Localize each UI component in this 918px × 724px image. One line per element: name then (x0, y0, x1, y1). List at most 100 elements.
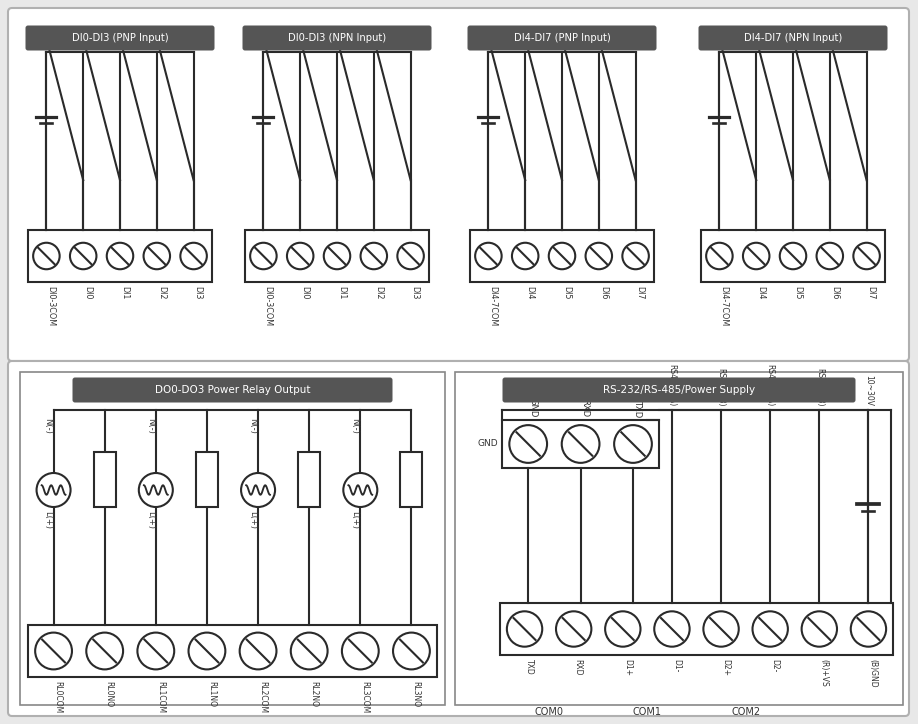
Text: TXD: TXD (633, 400, 642, 417)
Text: RL0COM: RL0COM (53, 681, 62, 713)
Circle shape (287, 243, 313, 269)
Circle shape (361, 243, 387, 269)
Text: DI0-DI3 (NPN Input): DI0-DI3 (NPN Input) (288, 33, 386, 43)
Text: RL2COM: RL2COM (258, 681, 267, 713)
Circle shape (138, 633, 174, 670)
Circle shape (240, 633, 276, 670)
Circle shape (655, 611, 689, 647)
Bar (502, 420, 659, 468)
Circle shape (556, 611, 591, 647)
Bar (455, 372, 903, 705)
Text: DI5: DI5 (562, 286, 571, 300)
Text: L(+): L(+) (146, 511, 155, 529)
Text: DI1: DI1 (120, 286, 129, 300)
Text: COM1: COM1 (633, 707, 662, 717)
Text: GND: GND (477, 439, 498, 448)
Text: D2+: D2+ (721, 659, 730, 676)
Text: D2-: D2- (770, 659, 779, 673)
Text: RS485+(A): RS485+(A) (766, 363, 775, 406)
Text: DI7: DI7 (867, 286, 876, 300)
Text: N(-): N(-) (146, 418, 155, 434)
Text: N(-): N(-) (351, 418, 359, 434)
Text: DI4-DI7 (NPN Input): DI4-DI7 (NPN Input) (744, 33, 842, 43)
Circle shape (70, 243, 96, 269)
Circle shape (393, 633, 430, 670)
Text: (B)GND: (B)GND (868, 659, 878, 688)
Circle shape (801, 611, 837, 647)
Circle shape (549, 243, 576, 269)
Circle shape (753, 611, 788, 647)
Text: RL3NO: RL3NO (411, 681, 420, 707)
Text: DI3: DI3 (194, 286, 203, 300)
Text: RXD: RXD (580, 399, 589, 417)
FancyBboxPatch shape (73, 377, 393, 403)
Bar (196, 452, 218, 507)
Text: DI0: DI0 (300, 286, 309, 300)
Text: DI1: DI1 (337, 286, 346, 300)
Bar (245, 230, 429, 282)
Text: RXD: RXD (574, 659, 583, 675)
Circle shape (35, 633, 72, 670)
Circle shape (143, 243, 170, 269)
Circle shape (703, 611, 739, 647)
Circle shape (343, 473, 377, 507)
Text: DI2: DI2 (157, 286, 166, 300)
FancyBboxPatch shape (502, 377, 856, 403)
Text: (R)+VS: (R)+VS (819, 659, 828, 687)
Circle shape (86, 633, 123, 670)
FancyBboxPatch shape (242, 25, 431, 51)
Text: DI6: DI6 (599, 286, 608, 300)
Circle shape (605, 611, 641, 647)
Text: DI4-DI7 (PNP Input): DI4-DI7 (PNP Input) (514, 33, 610, 43)
FancyBboxPatch shape (699, 25, 888, 51)
Bar (400, 452, 422, 507)
Text: DI6: DI6 (830, 286, 839, 300)
Circle shape (614, 425, 652, 463)
Text: DI0-3COM: DI0-3COM (47, 286, 55, 326)
Text: DI5: DI5 (793, 286, 802, 300)
Text: L(+): L(+) (248, 511, 257, 529)
Text: RS485-(B): RS485-(B) (815, 368, 823, 406)
Text: DO0-DO3 Power Relay Output: DO0-DO3 Power Relay Output (155, 385, 310, 395)
Circle shape (622, 243, 649, 269)
Text: COM0: COM0 (534, 707, 564, 717)
Bar (470, 230, 654, 282)
Bar (28, 625, 437, 677)
Text: GND: GND (528, 397, 537, 417)
Bar (28, 230, 212, 282)
Text: DI7: DI7 (635, 286, 644, 300)
Circle shape (476, 243, 501, 269)
Circle shape (324, 243, 351, 269)
Bar (20, 372, 445, 705)
Text: 10~30V: 10~30V (864, 375, 873, 406)
Circle shape (586, 243, 612, 269)
Circle shape (250, 243, 276, 269)
Text: DI0-DI3 (PNP Input): DI0-DI3 (PNP Input) (72, 33, 168, 43)
Text: COM2: COM2 (731, 707, 760, 717)
Circle shape (241, 473, 275, 507)
Circle shape (188, 633, 225, 670)
Text: L(+): L(+) (351, 511, 359, 529)
Bar (94, 452, 116, 507)
Circle shape (341, 633, 379, 670)
Circle shape (743, 243, 769, 269)
Text: RL3COM: RL3COM (360, 681, 369, 713)
Bar (500, 603, 893, 655)
Text: DI4: DI4 (525, 286, 534, 300)
Circle shape (106, 243, 133, 269)
Text: RS485-(B): RS485-(B) (717, 368, 725, 406)
Circle shape (33, 243, 60, 269)
FancyBboxPatch shape (26, 25, 215, 51)
Text: DI0: DI0 (84, 286, 92, 300)
Text: RL2NO: RL2NO (309, 681, 319, 707)
Circle shape (180, 243, 207, 269)
Circle shape (779, 243, 806, 269)
Text: RL0NO: RL0NO (105, 681, 114, 707)
Text: DI3: DI3 (410, 286, 420, 300)
Text: L(+): L(+) (43, 511, 52, 529)
Circle shape (291, 633, 328, 670)
Text: DI0-3COM: DI0-3COM (263, 286, 273, 326)
Text: N(-): N(-) (248, 418, 257, 434)
Text: RL1COM: RL1COM (156, 681, 165, 713)
Circle shape (851, 611, 886, 647)
